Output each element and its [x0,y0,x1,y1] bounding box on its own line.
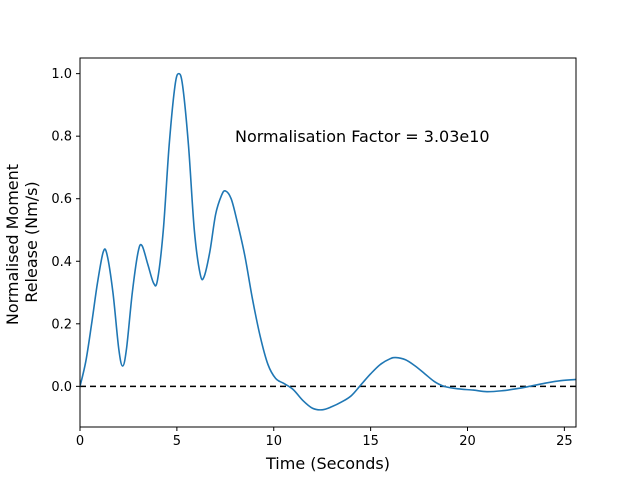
y-tick-label: 0.4 [51,255,72,270]
axes: 0 5 10 15 20 25 0.0 0.2 0.4 0.6 0.8 1.0 [51,57,577,449]
series-line-0 [80,72,576,411]
x-tick-label: 25 [556,434,573,449]
x-tick-label: 5 [173,434,181,449]
y-axis-title-line-2: Release (Nm/s) [22,181,41,302]
y-tick-label: 0.8 [51,130,72,145]
x-tick-label: 0 [76,434,84,449]
plot-frame [79,57,577,428]
normalisation-annotation: Normalisation Factor = 3.03e10 [235,127,490,146]
plot-area [80,72,576,411]
x-tick-label: 15 [362,434,379,449]
x-axis-title: Time (Seconds) [265,454,390,473]
y-axis-title-line-1: Normalised Moment [3,164,22,325]
y-axis-title: Normalised Moment Release (Nm/s) [3,159,41,325]
y-tick-label: 0.6 [51,192,72,207]
y-tick-label: 0.2 [51,317,72,332]
y-tick-label: 1.0 [51,67,72,82]
y-tick-label: 0.0 [51,380,72,395]
x-tick-label: 10 [265,434,282,449]
x-tick-label: 20 [459,434,476,449]
